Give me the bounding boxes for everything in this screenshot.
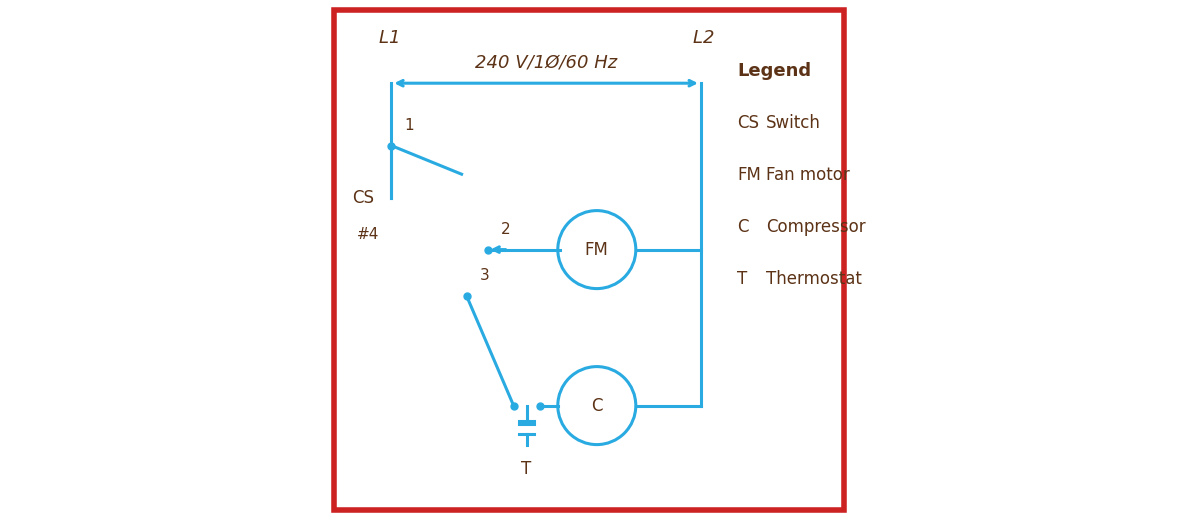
Text: 240 V/1Ø/60 Hz: 240 V/1Ø/60 Hz <box>475 54 617 71</box>
Text: Compressor: Compressor <box>766 218 866 237</box>
Text: Thermostat: Thermostat <box>766 270 861 289</box>
Text: #4: #4 <box>357 227 379 241</box>
Text: CS: CS <box>352 189 373 206</box>
Text: 3: 3 <box>479 268 490 283</box>
Text: Fan motor: Fan motor <box>766 166 849 185</box>
Text: Switch: Switch <box>766 114 821 133</box>
Text: FM: FM <box>737 166 761 185</box>
FancyBboxPatch shape <box>335 10 843 510</box>
Text: C: C <box>591 397 603 414</box>
Text: 1: 1 <box>404 118 413 133</box>
Text: CS: CS <box>737 114 759 133</box>
Text: $L$2: $L$2 <box>693 29 715 47</box>
Text: Legend: Legend <box>737 62 812 81</box>
Text: FM: FM <box>584 241 609 258</box>
Text: $L$1: $L$1 <box>378 29 399 47</box>
Text: C: C <box>737 218 749 237</box>
Text: T: T <box>522 460 531 478</box>
Text: 2: 2 <box>501 222 510 237</box>
Text: T: T <box>737 270 748 289</box>
